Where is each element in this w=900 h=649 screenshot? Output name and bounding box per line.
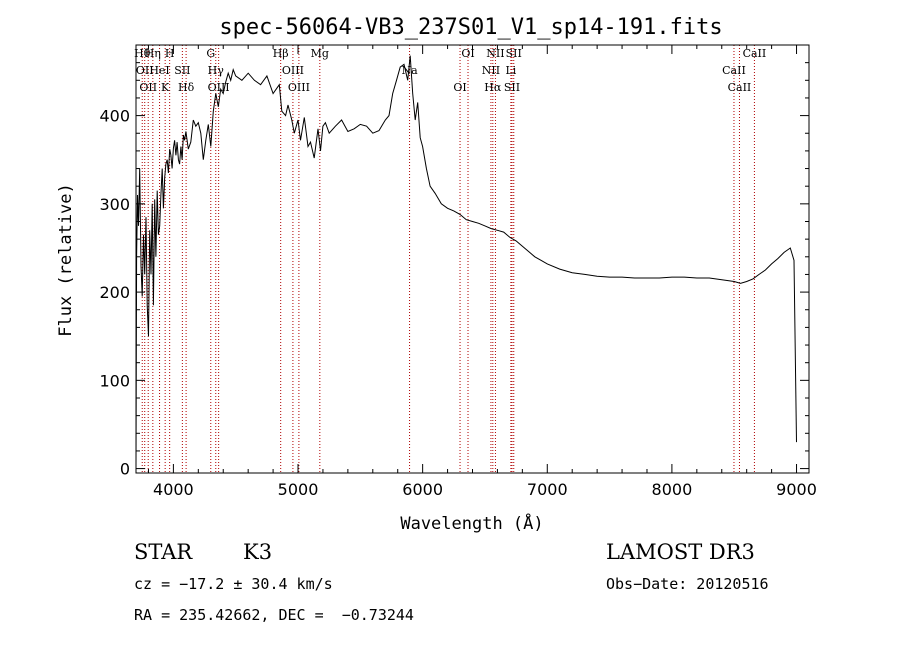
y-tick-label-1: 100 (99, 371, 130, 390)
line-label-25: CaII (722, 64, 746, 77)
x-axis-label: Wavelength (Å) (400, 512, 543, 534)
x-tick-label-3: 7000 (527, 480, 568, 499)
object-class: STAR (134, 540, 193, 564)
line-label-3: Hη (145, 47, 161, 60)
line-label-9: G (206, 47, 215, 60)
line-label-24: SII (506, 47, 522, 60)
observation-date: Obs−Date: 20120516 (606, 575, 769, 593)
redshift-velocity: cz = −17.2 ± 30.4 km/s (134, 575, 333, 593)
line-label-10: Hγ (208, 64, 225, 77)
line-labels: Hθ OII OII Hη HeI K H SII Hδ G Hγ OIII Hβ OIII OIII Mg N… (134, 47, 766, 94)
line-label-8: Hδ (178, 81, 195, 94)
x-axis: 4000 5000 6000 7000 8000 9000 (147, 45, 817, 499)
line-label-21: NII (486, 47, 504, 60)
line-label-16: Na (401, 64, 418, 77)
y-tick-label-2: 200 (99, 283, 130, 302)
coordinates: RA = 235.42662, DEC = −0.73244 (134, 606, 414, 624)
line-label-13: OIII (282, 64, 304, 77)
y-axis: 0 100 200 300 400 (99, 62, 809, 479)
spectrum-line (135, 55, 797, 465)
line-label-11: OIII (208, 81, 230, 94)
line-label-1: OII (136, 64, 154, 77)
line-label-6: H (165, 47, 175, 60)
line-label-4: HeI (149, 64, 169, 77)
x-tick-label-1: 5000 (278, 480, 319, 499)
line-label-12: Hβ (273, 47, 289, 60)
y-tick-label-4: 400 (99, 107, 130, 126)
x-tick-label-5: 9000 (776, 480, 817, 499)
line-label-17: OI (453, 81, 466, 94)
line-label-23: SII (504, 81, 520, 94)
line-label-5: K (161, 81, 170, 94)
survey-name: LAMOST DR3 (606, 540, 755, 564)
line-label-26: CaII (728, 81, 752, 94)
line-label-27: CaII (743, 47, 767, 60)
line-label-14: OIII (288, 81, 310, 94)
line-label-22: Li (505, 64, 516, 77)
plot-frame (135, 44, 810, 474)
y-tick-label-0: 0 (120, 460, 130, 479)
object-subclass: K3 (243, 540, 273, 564)
y-axis-label: Flux (relative) (56, 183, 76, 337)
x-tick-label-2: 6000 (402, 480, 443, 499)
line-label-19: NII (482, 64, 500, 77)
y-tick-label-3: 300 (99, 195, 130, 214)
line-label-2: OII (139, 81, 157, 94)
x-tick-label-0: 4000 (153, 480, 194, 499)
line-label-18: OI (461, 47, 474, 60)
line-markers (141, 45, 755, 473)
x-tick-label-4: 8000 (652, 480, 693, 499)
line-label-7: SII (174, 64, 190, 77)
line-label-20: Hα (484, 81, 502, 94)
line-label-15: Mg (311, 47, 329, 60)
line-label-0: Hθ (134, 47, 151, 60)
chart-title: spec-56064-VB3_237S01_V1_sp14-191.fits (219, 15, 722, 40)
